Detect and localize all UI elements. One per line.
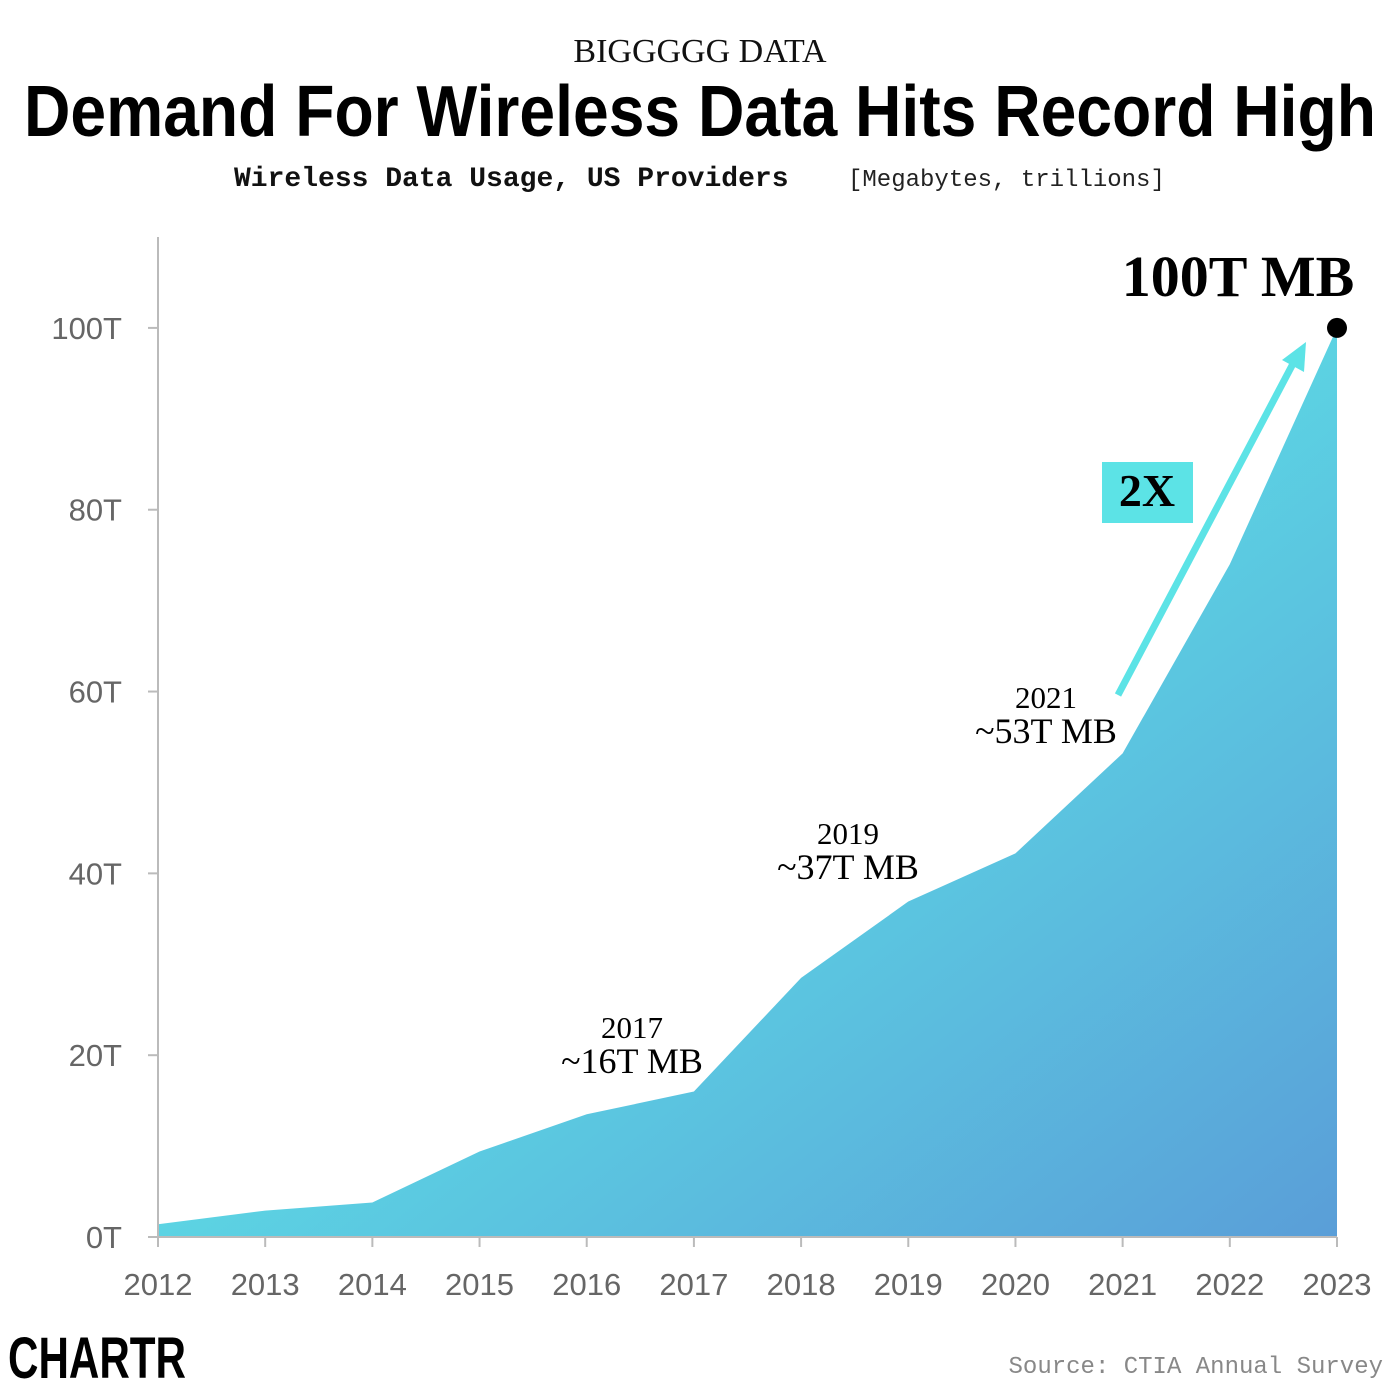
growth-arrow xyxy=(1114,356,1300,697)
x-tick-label: 2014 xyxy=(338,1267,407,1302)
annotation: ~53T MB xyxy=(975,711,1117,751)
end-point xyxy=(1327,317,1347,338)
x-tick-label: 2019 xyxy=(874,1267,943,1302)
y-tick-label: 40T xyxy=(69,856,122,891)
x-tick-label: 2022 xyxy=(1195,1267,1264,1302)
x-tick-label: 2017 xyxy=(659,1267,728,1302)
x-tick-label: 2018 xyxy=(767,1267,836,1302)
x-tick-label: 2013 xyxy=(231,1267,300,1302)
growth-label: 2X xyxy=(1119,465,1175,516)
annotation: ~37T MB xyxy=(777,847,919,887)
x-tick-label: 2012 xyxy=(124,1267,193,1302)
x-tick-label: 2023 xyxy=(1303,1267,1372,1302)
y-tick-label: 80T xyxy=(69,493,122,528)
y-tick-label: 100T xyxy=(51,311,122,346)
x-tick-label: 2016 xyxy=(552,1267,621,1302)
y-tick-label: 20T xyxy=(69,1038,122,1073)
annotation: 2019 xyxy=(817,816,879,851)
unit-label: [Megabytes, trillions] xyxy=(848,167,1165,194)
x-tick-label: 2021 xyxy=(1088,1267,1157,1302)
end-label: 100T MB xyxy=(1122,244,1355,309)
brand: CHARTR xyxy=(8,1326,186,1391)
annotation: 2017 xyxy=(601,1010,663,1045)
area xyxy=(158,327,1337,1238)
x-tick-label: 2020 xyxy=(981,1267,1050,1302)
arrow-head xyxy=(1282,342,1306,372)
subtitle: Wireless Data Usage, US Providers xyxy=(234,164,789,195)
y-tick-label: 0T xyxy=(86,1220,122,1255)
source: Source: CTIA Annual Survey xyxy=(1009,1354,1383,1381)
y-tick-label: 60T xyxy=(69,675,122,710)
chart-title: Demand For Wireless Data Hits Record Hig… xyxy=(24,72,1376,152)
annotation: 2021 xyxy=(1015,680,1077,715)
x-tick-label: 2015 xyxy=(445,1267,514,1302)
annotation: ~16T MB xyxy=(561,1041,703,1081)
growth-box xyxy=(1102,462,1193,523)
kicker: BIGGGGG DATA xyxy=(573,33,827,70)
